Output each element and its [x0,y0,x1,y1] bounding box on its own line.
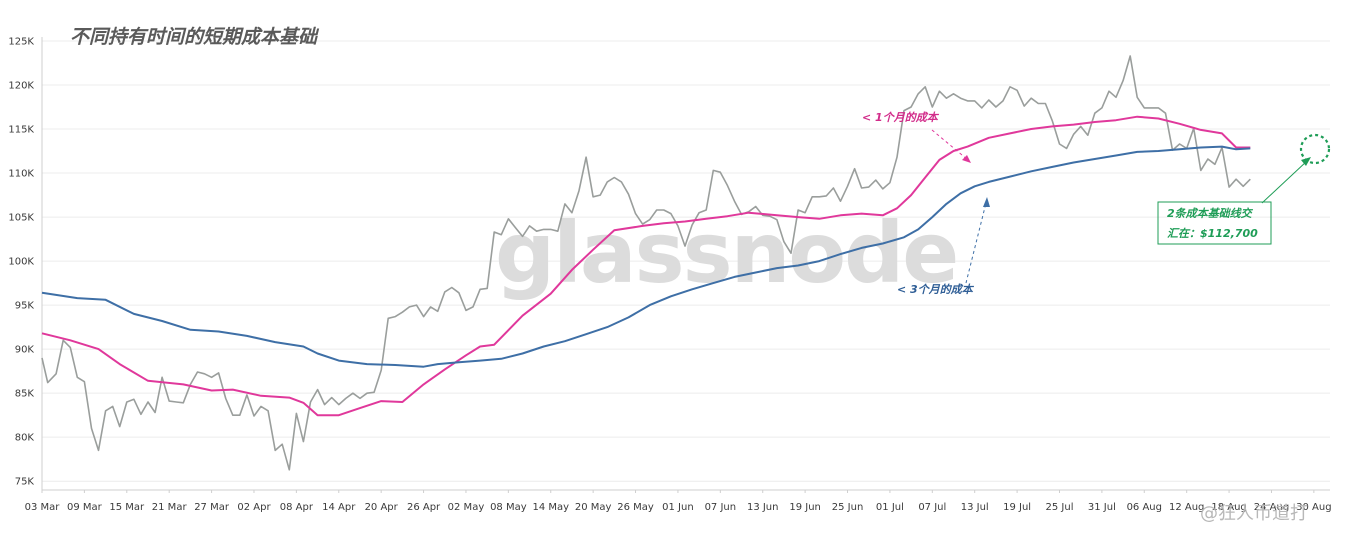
x-tick-label: 26 Apr [407,502,441,513]
source-watermark: @狂人币道打 [1200,503,1308,524]
grid [42,40,1330,482]
x-tick-label: 01 Jun [662,502,694,513]
cross-arrow-head [1301,157,1311,166]
series-line-one-month [41,115,1251,417]
series-group [41,55,1251,471]
chart-title: 不同持有时间的短期成本基础 [70,26,320,48]
x-tick-label: 26 May [617,502,654,513]
x-tick-label: 19 Jul [1003,502,1031,513]
x-tick-label: 19 Jun [789,502,821,513]
x-tick-label: 01 Jul [876,502,904,513]
y-tick-label: 115K [8,125,34,136]
x-tick-label: 12 Aug [1169,502,1204,513]
x-tick-label: 06 Aug [1127,502,1162,513]
cross-label-line2: 汇在：$112,700 [1167,227,1258,240]
y-tick-label: 80K [15,433,35,444]
three-month-label: < 3个月的成本 [897,283,975,296]
x-tick-label: 25 Jun [832,502,864,513]
x-tick-label: 15 Mar [109,502,145,513]
x-tick-label: 24 Aug [1254,502,1289,513]
x-tick-label: 27 Mar [194,502,230,513]
x-tick-label: 02 Apr [237,502,271,513]
y-tick-label: 75K [15,477,35,488]
y-tick-label: 105K [8,213,34,224]
y-tick-label: 110K [8,169,34,180]
x-tick-label: 13 Jul [961,502,989,513]
x-tick-label: 18 Aug [1211,502,1246,513]
one-month-arrow [931,129,969,161]
y-tick-label: 85K [15,389,35,400]
x-tick-label: 07 Jun [705,502,737,513]
series-line-price [41,55,1251,471]
one-month-arrow-head [962,155,971,163]
cross-circle [1299,133,1331,165]
x-tick-label: 09 Mar [67,502,103,513]
y-tick-label: 95K [15,301,35,312]
y-tick-label: 90K [15,345,35,356]
x-tick-label: 21 Mar [152,502,188,513]
x-tick-label: 07 Jul [918,502,946,513]
glassnode-watermark: glassnode [495,204,957,302]
axes: 75K 80K 85K 90K 95K 100K 105K 110K 115K 120K 125K 0… [8,37,1331,514]
cross-arrow [1261,160,1308,204]
x-tick-label: 20 May [575,502,612,513]
x-tick-label: 25 Jul [1046,502,1074,513]
one-month-label: < 1个月的成本 [862,111,940,124]
x-tick-label: 08 Apr [280,502,314,513]
cross-label-box [1157,201,1272,245]
x-tick-label: 08 May [490,502,527,513]
y-tick-label: 120K [8,81,34,92]
y-tick-label: 125K [8,37,34,48]
x-tick-label: 14 May [532,502,569,513]
x-tick-label: 13 Jun [747,502,779,513]
three-month-arrow [965,202,987,284]
x-tick-label: 31 Jul [1088,502,1116,513]
x-tick-label: 20 Apr [365,502,399,513]
x-tick-label: 14 Apr [322,502,356,513]
x-tick-label: 02 May [448,502,485,513]
series-line-three-month [41,145,1251,368]
y-tick-label: 100K [8,257,34,268]
cross-label-line1: 2条成本基础线交 [1167,207,1254,220]
x-tick-label: 03 Mar [25,502,61,513]
x-tick-label: 30 Aug [1296,502,1331,513]
three-month-arrow-head [983,197,990,207]
